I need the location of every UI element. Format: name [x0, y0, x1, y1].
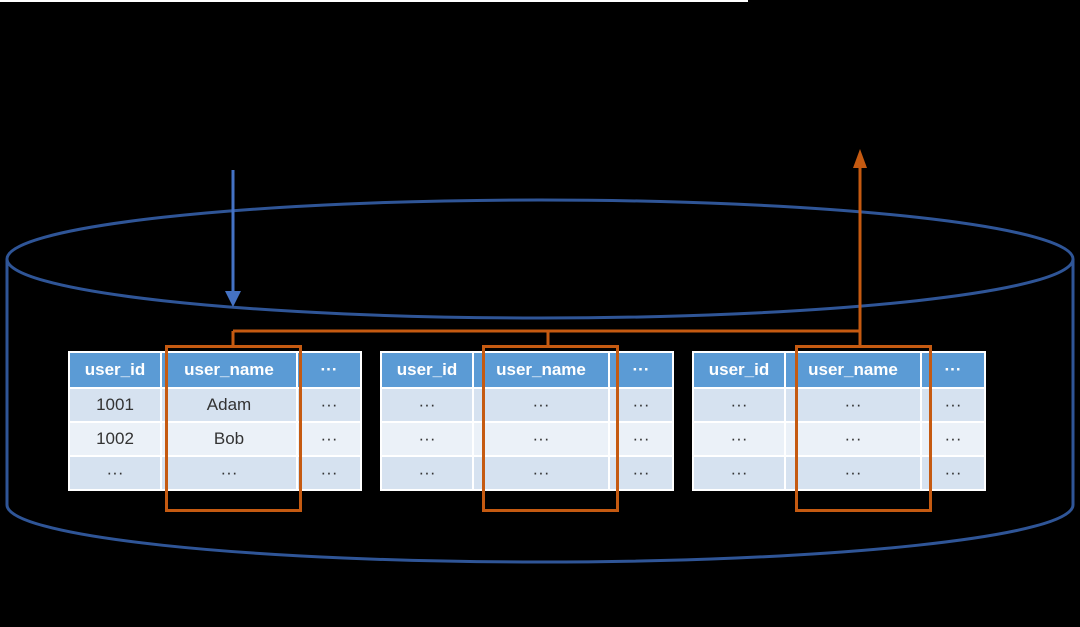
- table-cell: ···: [298, 457, 360, 489]
- table-cell: ···: [610, 423, 672, 455]
- column-connector-line: [231, 329, 862, 346]
- highlight-box-user-name-1: [165, 345, 302, 512]
- column-header: user_id: [382, 353, 472, 387]
- table-cell: ···: [694, 423, 784, 455]
- table-cell: ···: [382, 457, 472, 489]
- highlight-box-user-name-3: [795, 345, 932, 512]
- table-cell: ···: [298, 389, 360, 421]
- table-cell: ···: [70, 457, 160, 489]
- table-cell: ···: [382, 389, 472, 421]
- table-cell: ···: [610, 457, 672, 489]
- retrieve-arrow-icon: [853, 149, 867, 331]
- highlight-box-user-name-2: [482, 345, 619, 512]
- table-cell: ···: [382, 423, 472, 455]
- column-header: ···: [610, 353, 672, 387]
- table-cell: ···: [610, 389, 672, 421]
- table-cell: ···: [694, 457, 784, 489]
- table-cell: 1001: [70, 389, 160, 421]
- column-header: ···: [298, 353, 360, 387]
- column-header: user_id: [694, 353, 784, 387]
- top-edge-line: [0, 0, 748, 2]
- table-cell: 1002: [70, 423, 160, 455]
- insert-arrow-icon: [225, 170, 241, 307]
- table-cell: ···: [694, 389, 784, 421]
- table-cell: ···: [298, 423, 360, 455]
- column-header: user_id: [70, 353, 160, 387]
